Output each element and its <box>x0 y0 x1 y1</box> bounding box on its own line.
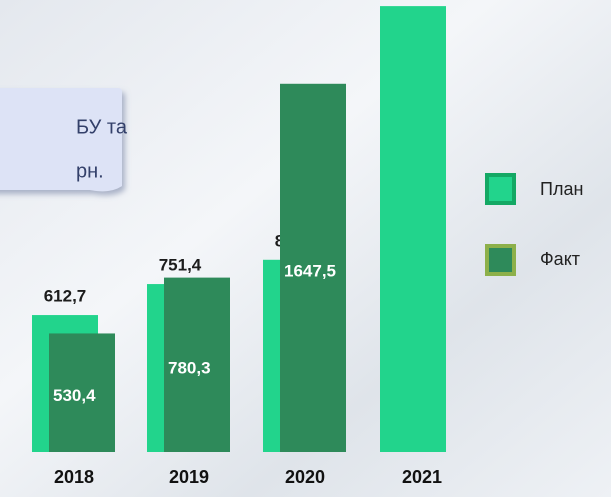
legend-swatch <box>487 175 514 203</box>
legend-swatch <box>487 246 514 274</box>
value-label: 530,4 <box>53 386 96 405</box>
value-label: 612,7 <box>44 287 87 306</box>
value-label: 780,3 <box>168 358 211 377</box>
legend-label: Факт <box>540 249 580 269</box>
x-tick-label: 2021 <box>402 467 442 487</box>
bar <box>380 6 446 452</box>
callout-text: рн. <box>76 160 104 182</box>
value-label: 1647,5 <box>284 261 336 280</box>
x-tick-label: 2020 <box>285 467 325 487</box>
legend-label: План <box>540 179 583 199</box>
x-tick-label: 2018 <box>54 467 94 487</box>
chart: БУ та рн. 612,7530,42018751,4780,3201986… <box>0 0 611 497</box>
callout-text: БУ та <box>76 116 128 138</box>
x-tick-label: 2019 <box>169 467 209 487</box>
value-label: 751,4 <box>159 256 202 275</box>
